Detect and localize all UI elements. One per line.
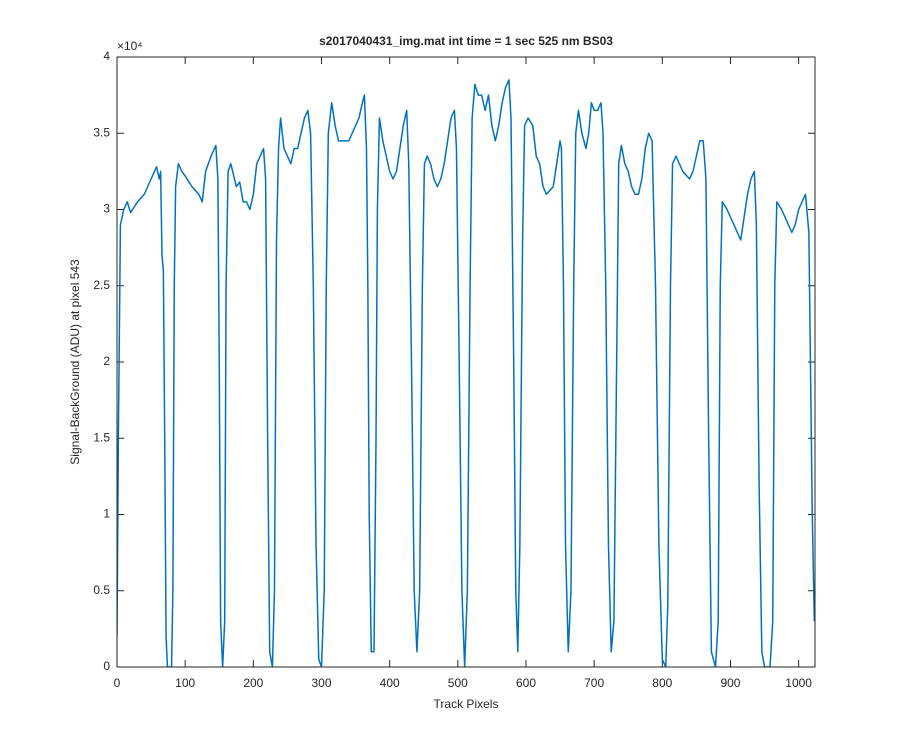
x-tick-label: 800 xyxy=(652,676,672,690)
y-tick-label: 3 xyxy=(103,202,110,216)
data-line xyxy=(117,79,815,667)
y-tick-label: 0 xyxy=(103,659,110,673)
y-tick-label: 3.5 xyxy=(93,125,110,139)
x-tick-label: 600 xyxy=(516,676,536,690)
y-tick-label: 0.5 xyxy=(93,583,110,597)
x-tick-label: 500 xyxy=(448,676,468,690)
exponent-label: ×10⁴ xyxy=(117,39,143,53)
y-tick-label: 2 xyxy=(103,354,110,368)
y-tick-label: 1 xyxy=(103,507,110,521)
y-tick-label: 4 xyxy=(103,49,110,63)
x-tick-label: 200 xyxy=(243,676,263,690)
y-tick-label: 2.5 xyxy=(93,278,110,292)
x-tick-label: 700 xyxy=(584,676,604,690)
x-tick-label: 400 xyxy=(380,676,400,690)
x-tick-label: 100 xyxy=(175,676,195,690)
y-tick-label: 1.5 xyxy=(93,430,110,444)
x-tick-label: 300 xyxy=(311,676,331,690)
y-axis-label: Signal-BackGround (ADU) at pixel 543 xyxy=(68,259,82,465)
x-tick-label: 1000 xyxy=(785,676,812,690)
x-tick-label: 0 xyxy=(114,676,121,690)
x-axis-label: Track Pixels xyxy=(434,697,499,711)
plot-frame xyxy=(116,56,816,668)
chart-title: s2017040431_img.mat int time = 1 sec 525… xyxy=(319,34,613,48)
x-tick-label: 900 xyxy=(720,676,740,690)
